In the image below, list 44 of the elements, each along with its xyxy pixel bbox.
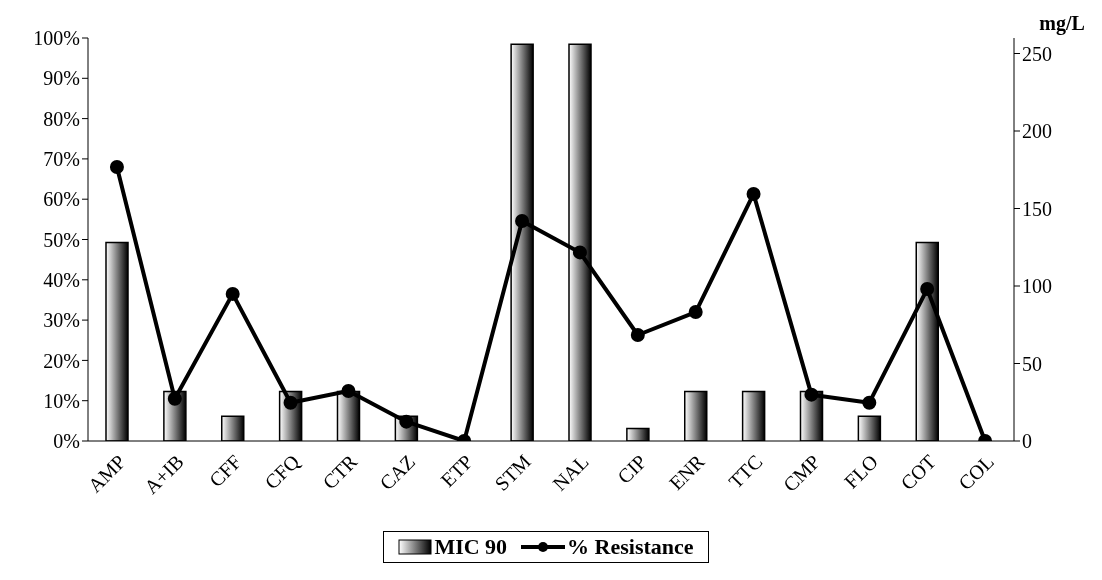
- point: [688, 305, 703, 320]
- point: [515, 213, 530, 228]
- y2-tick-label: 100: [1022, 275, 1052, 298]
- y2-tick-label: 0: [1022, 430, 1032, 453]
- point: [746, 186, 761, 201]
- point: [862, 395, 877, 410]
- x-tick-label: CMP: [778, 450, 825, 496]
- x-tick-label: NAL: [548, 450, 593, 495]
- x-tick-label: CIP: [613, 450, 651, 488]
- legend-label: MIC 90: [434, 534, 508, 560]
- point: [630, 328, 645, 343]
- y2-tick-label: 150: [1022, 197, 1052, 220]
- y-tick-label: 0%: [53, 430, 80, 453]
- y-tick-label: 40%: [43, 268, 80, 291]
- y-tick-label: 50%: [43, 228, 80, 251]
- point: [572, 245, 587, 260]
- y-tick-label: 90%: [43, 67, 80, 90]
- x-tick-label: CFF: [204, 450, 246, 492]
- x-tick-label: CTR: [318, 449, 362, 494]
- x-tick-label: CFQ: [260, 449, 304, 494]
- x-tick-label: FLO: [839, 450, 883, 493]
- y-tick-label: 60%: [43, 188, 80, 211]
- point: [283, 395, 298, 410]
- x-tick-label: COL: [954, 450, 998, 495]
- y-tick-label: 70%: [43, 148, 80, 170]
- y-tick-label: 100%: [33, 27, 80, 50]
- x-tick-label: ETP: [436, 450, 478, 492]
- y-tick-label: 80%: [43, 107, 80, 130]
- y-tick-label: 30%: [43, 309, 80, 332]
- point: [920, 282, 935, 297]
- y2-tick-label: 250: [1022, 42, 1052, 65]
- point: [225, 286, 240, 301]
- y2-axis-title: mg/L: [1039, 12, 1085, 35]
- y2-tick-label: 200: [1022, 120, 1052, 143]
- point: [804, 387, 819, 402]
- legend-label: % Resistance: [567, 534, 694, 560]
- y-tick-label: 20%: [43, 349, 80, 372]
- x-tick-label: TTC: [724, 450, 767, 493]
- y-tick-label: 10%: [43, 389, 80, 412]
- y2-tick-label: 50: [1022, 352, 1042, 375]
- point: [167, 391, 182, 406]
- x-tick-label: CAZ: [375, 450, 420, 495]
- point: [341, 384, 356, 399]
- point: [109, 159, 124, 174]
